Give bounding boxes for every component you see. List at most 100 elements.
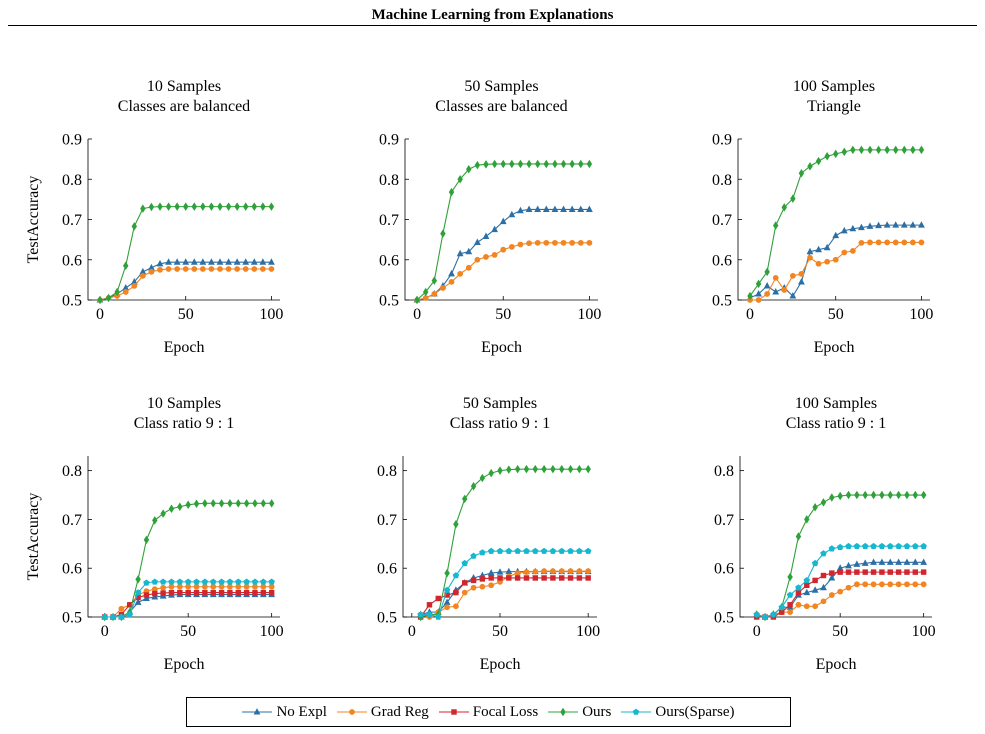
x-tick-label: 100 — [260, 623, 284, 640]
data-point-no-expl — [853, 560, 861, 567]
data-point-focal-loss — [854, 569, 860, 575]
data-point-no-expl — [849, 224, 857, 232]
data-point-focal-loss — [185, 589, 191, 596]
data-point-no-expl — [806, 247, 814, 255]
data-point-focal-loss — [168, 589, 175, 596]
data-point-grad-reg — [828, 592, 835, 598]
data-point-grad-reg — [444, 604, 450, 611]
data-point-grad-reg — [585, 568, 592, 575]
data-point-no-expl — [755, 290, 762, 297]
series-ours — [417, 464, 591, 622]
legend-point-grad-reg — [348, 709, 355, 715]
page-header: Machine Learning from Explanations — [0, 0, 985, 28]
data-point-grad-reg — [772, 274, 779, 281]
y-tick-label: 0.7 — [62, 212, 82, 229]
data-point-grad-reg — [131, 283, 138, 289]
data-point-no-expl — [143, 594, 150, 602]
data-point-no-expl — [920, 558, 928, 565]
y-tick-label: 0.7 — [379, 212, 399, 229]
data-point-grad-reg — [534, 239, 541, 246]
data-point-no-expl — [820, 583, 827, 591]
data-point-no-expl — [134, 598, 142, 605]
data-point-focal-loss — [820, 572, 827, 579]
data-point-ours-sparse — [903, 542, 911, 550]
data-point-ours — [185, 500, 191, 510]
data-point-ours — [242, 202, 249, 211]
data-point-grad-reg — [488, 582, 495, 589]
data-point-ours — [807, 162, 813, 171]
data-point-grad-reg — [807, 254, 813, 261]
data-point-no-expl — [499, 217, 507, 225]
data-point-ours — [479, 473, 486, 483]
data-point-grad-reg — [862, 581, 869, 588]
data-point-no-expl — [156, 259, 164, 267]
data-point-ours — [824, 152, 830, 161]
data-point-ours — [235, 499, 241, 508]
data-point-grad-reg — [514, 570, 521, 576]
data-point-grad-reg — [474, 256, 481, 263]
data-point-no-expl — [505, 567, 513, 575]
data-point-grad-reg — [160, 584, 167, 591]
data-point-ours-sparse — [109, 613, 117, 620]
data-point-ours — [234, 202, 240, 211]
data-point-no-expl — [465, 247, 473, 255]
data-point-focal-loss — [523, 575, 530, 581]
data-point-ours — [105, 293, 112, 303]
data-point-no-expl — [870, 558, 877, 565]
axis-lines — [402, 456, 597, 618]
data-point-grad-reg — [560, 239, 567, 246]
data-point-ours — [862, 490, 868, 500]
data-point-ours — [875, 145, 882, 155]
data-point-focal-loss — [829, 570, 835, 576]
data-point-grad-reg — [895, 581, 902, 588]
data-point-no-expl — [866, 222, 874, 229]
data-point-grad-reg — [440, 285, 446, 291]
data-point-grad-reg — [541, 568, 547, 575]
data-point-ours — [790, 194, 796, 203]
data-point-ours — [569, 159, 575, 169]
data-point-grad-reg — [812, 603, 819, 610]
data-point-ours-sparse — [426, 611, 433, 618]
data-point-no-expl — [448, 269, 455, 277]
data-point-ours — [251, 202, 258, 211]
data-point-ours-sparse — [470, 552, 477, 559]
data-point-grad-reg — [567, 568, 574, 575]
data-point-no-expl — [909, 221, 917, 228]
data-point-focal-loss — [152, 590, 158, 597]
data-point-focal-loss — [470, 577, 477, 584]
data-point-no-expl — [122, 284, 130, 291]
data-point-ours — [168, 504, 175, 513]
data-point-no-expl — [130, 277, 138, 285]
data-point-focal-loss — [879, 569, 885, 575]
data-point-ours-sparse — [514, 547, 521, 554]
data-point-focal-loss — [541, 575, 547, 581]
x-tick-label: 100 — [909, 306, 933, 323]
data-point-ours — [867, 145, 873, 155]
data-point-grad-reg — [884, 239, 891, 246]
data-point-ours — [193, 499, 200, 509]
data-point-grad-reg — [887, 581, 894, 588]
data-point-ours — [97, 295, 103, 305]
data-point-ours — [431, 276, 438, 285]
series-line-ours — [104, 502, 272, 618]
data-point-ours — [798, 168, 805, 178]
data-point-ours — [837, 491, 843, 501]
data-point-no-expl — [828, 574, 836, 581]
data-point-ours-sparse — [126, 611, 133, 618]
data-point-no-expl — [443, 598, 451, 605]
data-point-ours-sparse — [487, 547, 495, 554]
data-point-grad-reg — [892, 239, 899, 246]
data-point-grad-reg — [210, 583, 217, 590]
data-point-grad-reg — [764, 291, 771, 297]
data-point-focal-loss — [514, 575, 521, 581]
data-point-ours-sparse — [786, 591, 794, 598]
data-point-ours — [243, 499, 250, 508]
data-point-focal-loss — [532, 575, 538, 581]
x-axis-label: Epoch — [481, 339, 522, 356]
data-point-ours — [148, 202, 155, 212]
data-point-no-expl — [165, 258, 172, 265]
data-point-ours-sparse — [235, 578, 242, 585]
data-point-ours — [586, 159, 593, 169]
legend-item-ours-sparse: Ours(Sparse) — [621, 704, 735, 721]
data-point-no-expl — [151, 593, 159, 600]
